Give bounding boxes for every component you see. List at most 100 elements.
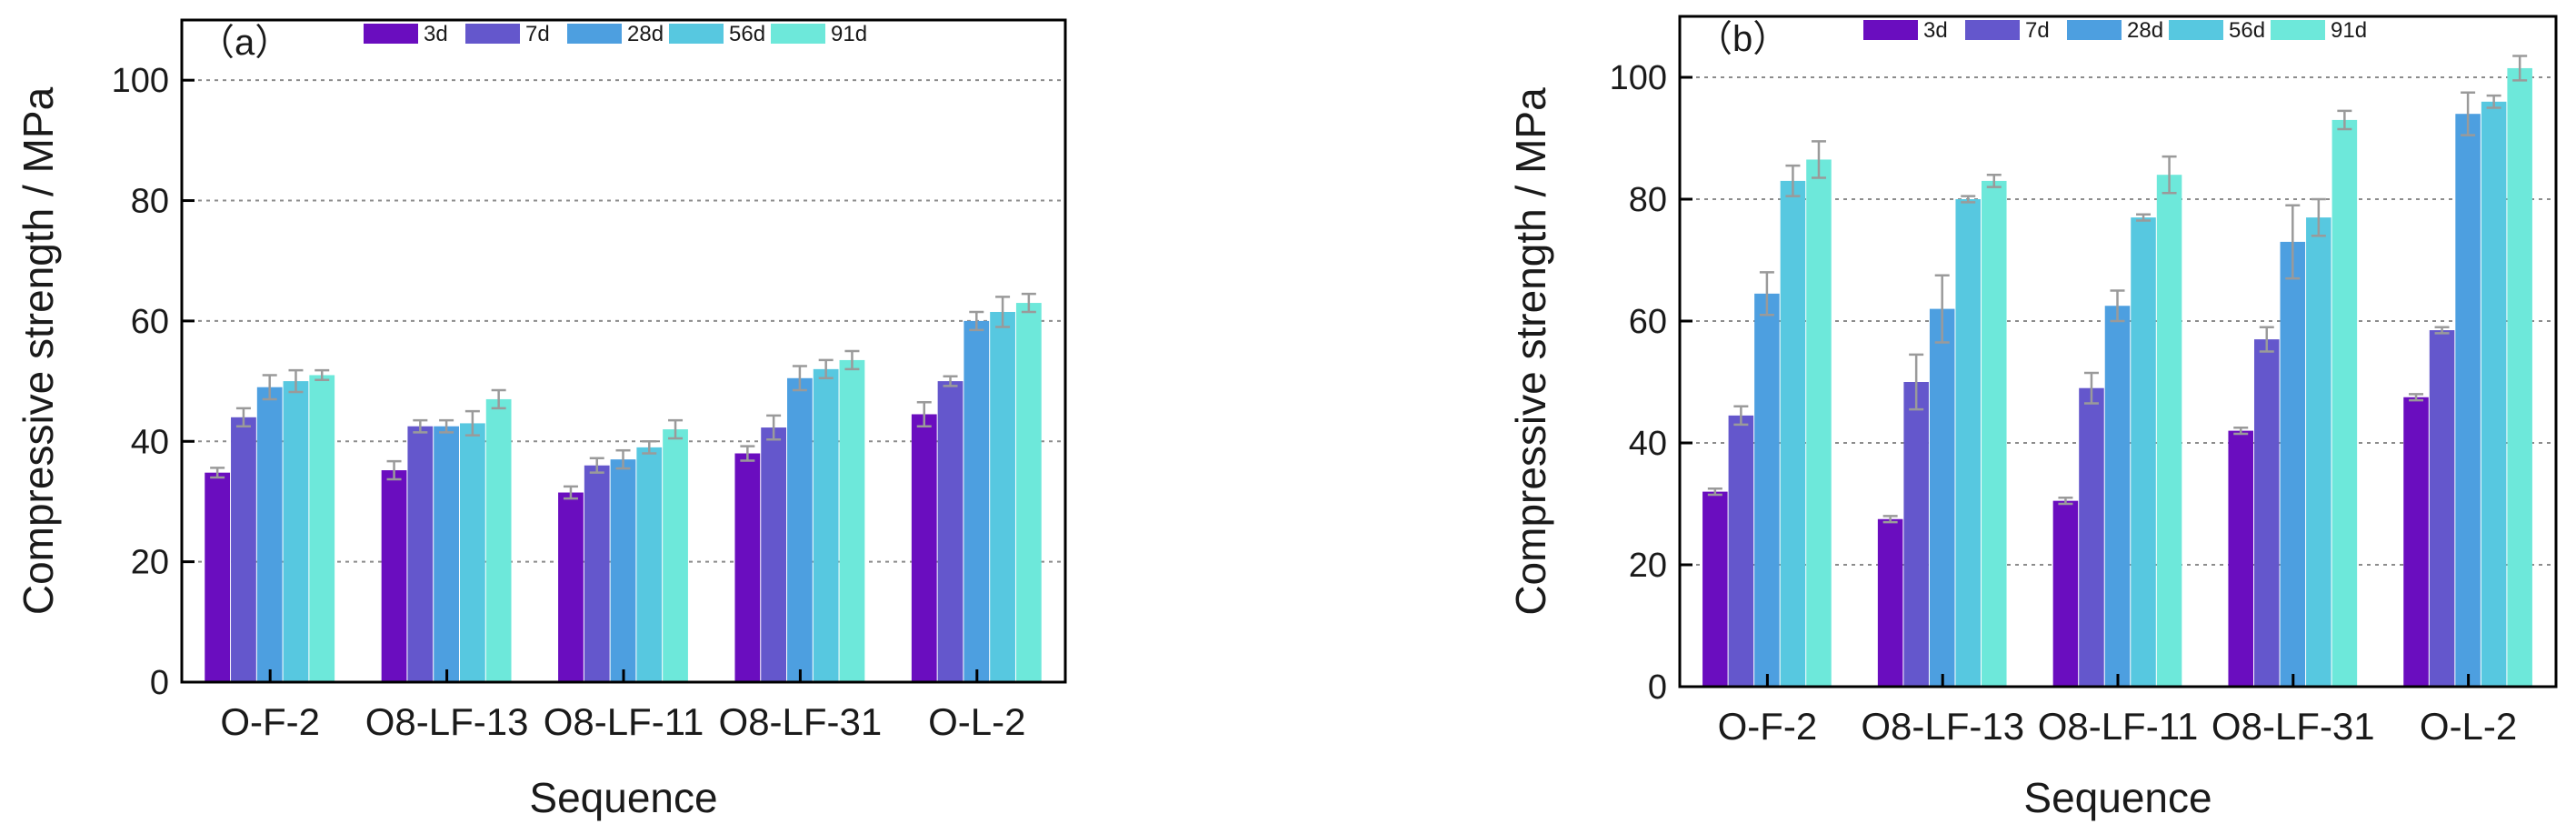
legend-label-56d: 56d xyxy=(2229,18,2265,43)
bar-56d-O-L-2 xyxy=(2481,101,2507,688)
bar-56d-O8-LF-11 xyxy=(636,447,663,682)
bar-91d-O8-LF-11 xyxy=(663,429,688,682)
bar-3d-O8-LF-31 xyxy=(2228,430,2253,687)
legend: 3d 7d 28d 56d 91d xyxy=(1863,18,2367,43)
bar-7d-O-F-2 xyxy=(231,417,256,682)
legend-label-7d: 7d xyxy=(525,22,550,46)
bar-28d-O8-LF-31 xyxy=(2280,241,2306,687)
legend-swatch-91d xyxy=(2271,20,2325,40)
x-tick-label: O8-LF-31 xyxy=(719,700,883,743)
x-tick-label: O-F-2 xyxy=(1718,705,1818,748)
bar-28d-O8-LF-11 xyxy=(2104,306,2131,687)
bar-7d-O-L-2 xyxy=(937,381,964,682)
legend-swatch-3d xyxy=(1863,20,1918,40)
bar-91d-O8-LF-31 xyxy=(2331,119,2358,687)
bar-3d-O-F-2 xyxy=(1702,491,1728,687)
bar-91d-O-L-2 xyxy=(2507,67,2532,687)
bar-91d-O8-LF-13 xyxy=(1982,180,2007,687)
legend-label-3d: 3d xyxy=(424,22,448,46)
bar-91d-O8-LF-31 xyxy=(839,359,865,682)
bar-56d-O-L-2 xyxy=(990,311,1015,682)
bar-91d-O8-LF-13 xyxy=(485,398,512,682)
bar-56d-O-F-2 xyxy=(1780,180,1806,687)
bar-28d-O8-LF-13 xyxy=(434,426,459,682)
x-tick-label: O8-LF-13 xyxy=(365,700,529,743)
y-tick-label: 20 xyxy=(131,544,169,582)
legend-swatch-56d xyxy=(669,24,724,44)
legend-swatch-56d xyxy=(2169,20,2223,40)
chart-panel-b: 0 20 40 60 80 100 O-F-2 O8-LF-13 O8-LF-11 O8-LF-3… xyxy=(1507,15,2558,821)
bar-56d-O8-LF-13 xyxy=(459,423,485,682)
x-tick-label: O-L-2 xyxy=(2420,705,2517,748)
y-axis-title: Compressive strength / MPa xyxy=(15,86,62,615)
x-tick-label: O-L-2 xyxy=(928,700,1025,743)
x-tick-label: O8-LF-31 xyxy=(2212,705,2375,748)
chart-panel-a: 0 20 40 60 80 100 O-F-2 O8-LF-13 O8-LF-11 O8-LF-3… xyxy=(15,18,1067,821)
bar-56d-O8-LF-13 xyxy=(1955,199,1982,687)
bar-56d-O8-LF-31 xyxy=(2306,217,2331,688)
x-tick-label: O8-LF-11 xyxy=(544,700,704,743)
panel-label: （b） xyxy=(1696,19,1789,59)
bar-7d-O8-LF-13 xyxy=(1903,382,1929,687)
bar-7d-O8-LF-11 xyxy=(2079,387,2104,687)
bar-3d-O8-LF-11 xyxy=(2052,500,2079,687)
bar-3d-O8-LF-11 xyxy=(558,492,584,682)
legend-label-56d: 56d xyxy=(729,22,765,46)
y-axis-title: Compressive strength / MPa xyxy=(1507,87,1554,616)
bar-28d-O-L-2 xyxy=(2455,114,2481,687)
y-tick-label: 60 xyxy=(1629,303,1667,341)
legend-swatch-91d xyxy=(771,24,825,44)
bar-28d-O8-LF-11 xyxy=(610,459,636,682)
legend: 3d 7d 28d 56d 91d xyxy=(364,22,867,46)
y-tick-label: 20 xyxy=(1629,547,1667,585)
bar-7d-O8-LF-31 xyxy=(2253,339,2280,687)
bar-28d-O-L-2 xyxy=(964,320,990,682)
bar-7d-O8-LF-31 xyxy=(761,427,787,682)
x-axis-title: Sequence xyxy=(2023,774,2212,821)
legend-label-28d: 28d xyxy=(627,22,664,46)
y-tick-label: 40 xyxy=(1629,425,1667,463)
bar-91d-O-L-2 xyxy=(1015,303,1042,682)
bar-3d-O8-LF-13 xyxy=(1877,518,1903,687)
bar-91d-O-F-2 xyxy=(309,375,335,682)
bar-28d-O-F-2 xyxy=(1754,293,1780,687)
x-tick-label: O8-LF-11 xyxy=(2038,705,2199,748)
legend-label-7d: 7d xyxy=(2025,18,2050,43)
bar-7d-O8-LF-11 xyxy=(584,465,610,682)
legend-swatch-3d xyxy=(364,24,418,44)
y-tick-label: 0 xyxy=(1648,668,1667,707)
x-tick-label: O-F-2 xyxy=(220,700,320,743)
bar-3d-O8-LF-31 xyxy=(734,453,761,682)
bar-56d-O-F-2 xyxy=(283,381,309,682)
bar-7d-O-F-2 xyxy=(1728,415,1754,687)
legend-label-28d: 28d xyxy=(2127,18,2163,43)
bar-7d-O8-LF-13 xyxy=(407,426,434,682)
bar-3d-O-L-2 xyxy=(911,414,937,682)
x-axis-title: Sequence xyxy=(529,774,717,821)
bar-3d-O-F-2 xyxy=(205,472,231,682)
legend-label-91d: 91d xyxy=(831,22,867,46)
legend-label-91d: 91d xyxy=(2331,18,2367,43)
bar-28d-O8-LF-31 xyxy=(787,377,813,682)
y-tick-label: 100 xyxy=(1610,59,1667,97)
bar-28d-O8-LF-13 xyxy=(1929,308,1955,687)
bar-3d-O-L-2 xyxy=(2403,397,2429,687)
y-tick-label: 40 xyxy=(131,423,169,461)
y-tick-label: 80 xyxy=(131,183,169,221)
bar-3d-O8-LF-13 xyxy=(381,470,407,682)
legend-label-3d: 3d xyxy=(1923,18,1948,43)
bar-56d-O8-LF-11 xyxy=(2131,217,2156,688)
y-tick-label: 0 xyxy=(150,664,169,702)
bar-7d-O-L-2 xyxy=(2429,330,2455,687)
y-tick-label: 80 xyxy=(1629,181,1667,219)
y-tick-label: 60 xyxy=(131,303,169,341)
bar-91d-O8-LF-11 xyxy=(2156,175,2182,687)
legend-swatch-28d xyxy=(567,24,622,44)
legend-swatch-28d xyxy=(2067,20,2122,40)
bar-28d-O-F-2 xyxy=(256,387,283,682)
bar-91d-O-F-2 xyxy=(1806,159,1832,687)
legend-swatch-7d xyxy=(465,24,520,44)
x-tick-label: O8-LF-13 xyxy=(1861,705,2024,748)
y-tick-label: 100 xyxy=(112,62,169,100)
